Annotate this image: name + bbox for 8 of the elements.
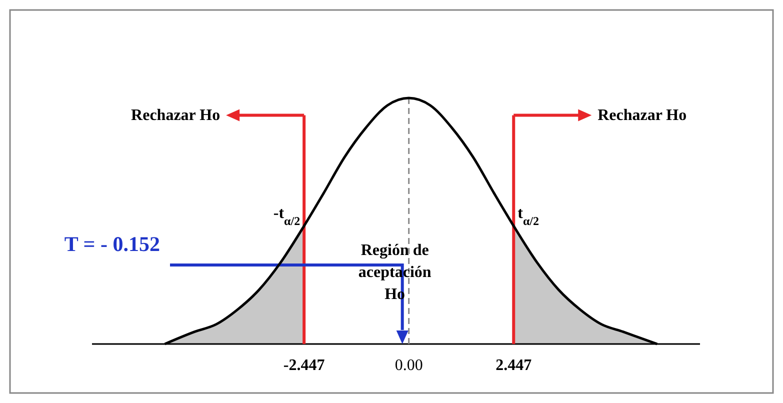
ref-line-label: T = - 0.152 [64,232,160,256]
ref-line-label: Rechazar Ho [131,107,220,124]
annotation: t$_{α/2}$ [518,204,539,228]
x-tick-label: 2.447 [496,357,532,374]
annotation: -t$_{α/2}$ [273,204,300,228]
ref-line-label: Rechazar Ho [598,107,687,124]
x-tick-label: -2.447 [283,357,325,374]
x-tick-label: 0.00 [394,357,423,374]
